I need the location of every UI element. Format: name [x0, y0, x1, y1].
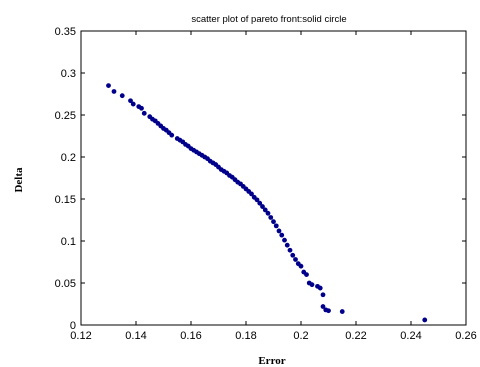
x-tick-label: 0.2 — [293, 330, 308, 342]
data-point — [293, 257, 298, 262]
data-points — [106, 83, 428, 323]
data-point — [309, 282, 315, 288]
data-point — [260, 204, 265, 209]
y-tick-label: 0.1 — [61, 236, 76, 248]
data-point — [290, 252, 296, 258]
data-point — [422, 317, 428, 323]
data-point — [304, 272, 309, 277]
data-point — [287, 247, 293, 253]
data-point — [273, 223, 279, 229]
data-point — [320, 304, 326, 309]
x-tick-label: 0.24 — [400, 330, 421, 342]
x-tick-label: 0.22 — [345, 330, 366, 342]
data-point — [282, 237, 287, 243]
data-point — [339, 309, 345, 314]
x-axis-label: Error — [258, 355, 285, 367]
data-point — [257, 200, 263, 206]
y-tick-label: 0.05 — [55, 278, 76, 290]
data-point — [130, 101, 136, 107]
y-axis: 0 0.05 0.1 0.15 0.2 0.25 0.3 0.35 — [55, 26, 466, 332]
data-point — [141, 110, 147, 116]
data-point — [320, 292, 326, 298]
data-point — [271, 219, 276, 225]
y-axis-label: Delta — [13, 167, 25, 193]
data-point — [119, 93, 125, 99]
data-point — [139, 105, 144, 111]
data-point — [326, 308, 331, 314]
y-tick-label: 0.15 — [55, 194, 76, 206]
x-tick-label: 0.12 — [70, 330, 91, 342]
data-point — [249, 191, 254, 197]
x-tick-label: 0.16 — [180, 330, 201, 342]
y-tick-label: 0.2 — [61, 152, 76, 164]
data-point — [268, 215, 274, 220]
data-point — [106, 83, 111, 88]
x-axis: 0.12 0.14 0.16 0.18 0.2 0.22 0.24 0.26 — [70, 31, 477, 342]
y-tick-label: 0 — [70, 320, 76, 332]
data-point — [279, 232, 285, 238]
x-tick-label: 0.14 — [125, 330, 146, 342]
data-point — [262, 207, 268, 213]
y-tick-label: 0.35 — [55, 26, 76, 38]
x-tick-label: 0.18 — [235, 330, 256, 342]
data-point — [128, 98, 133, 104]
chart-title: scatter plot of pareto front:solid circl… — [191, 14, 346, 25]
data-point — [254, 197, 260, 203]
data-point — [298, 263, 304, 269]
data-point — [317, 285, 323, 291]
data-point — [111, 89, 117, 94]
data-point — [265, 210, 271, 216]
y-tick-label: 0.3 — [61, 68, 76, 80]
data-point — [169, 132, 175, 138]
x-tick-label: 0.26 — [455, 330, 476, 342]
plot-area — [80, 30, 467, 326]
data-point — [284, 242, 290, 248]
y-tick-label: 0.25 — [55, 110, 76, 122]
data-point — [276, 228, 282, 234]
